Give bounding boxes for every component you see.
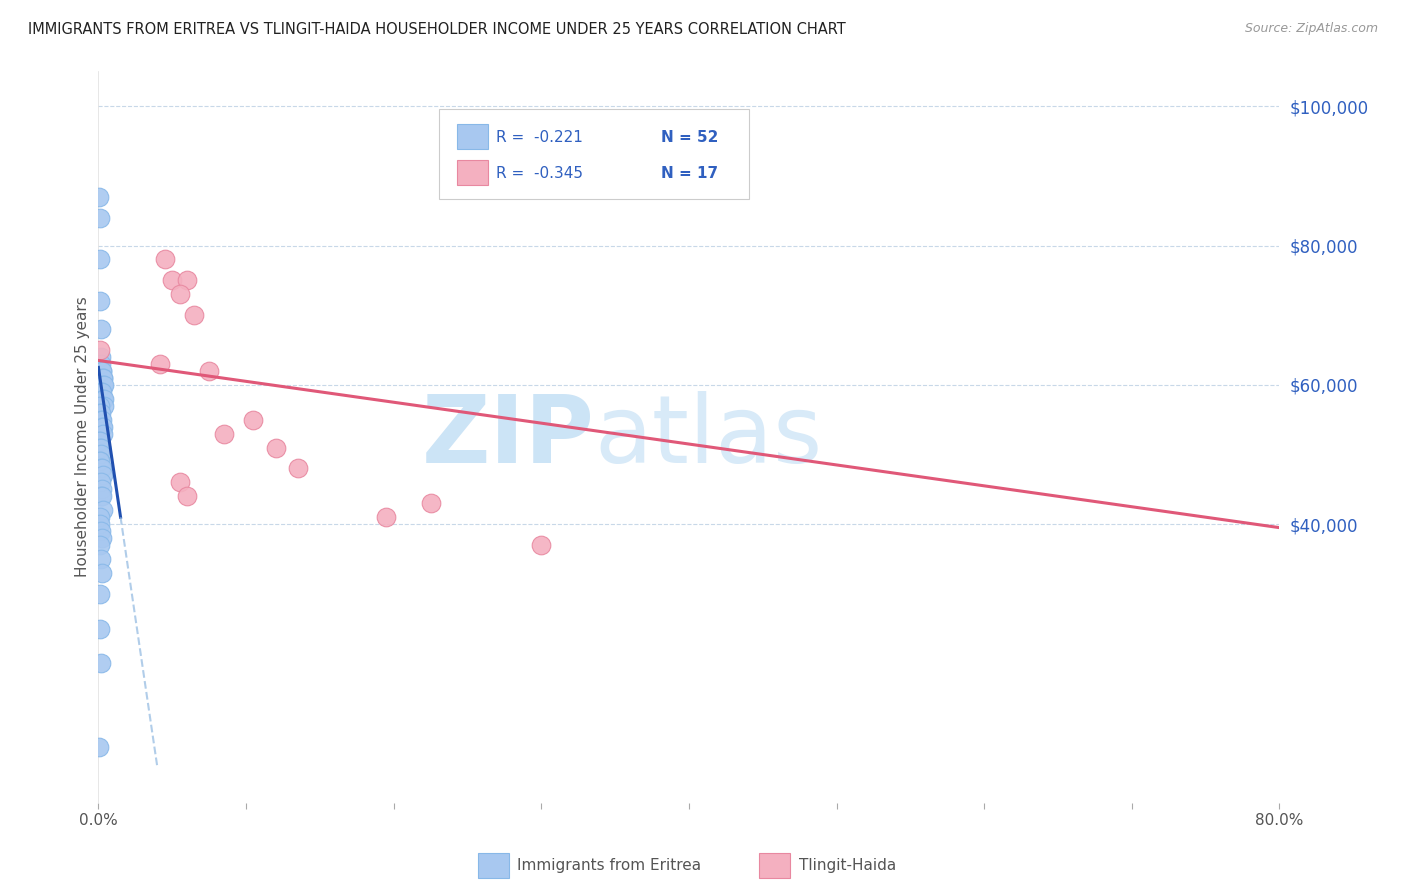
Point [198,364,221,378]
Point [89,622,111,636]
Point [530,538,553,552]
Point [264,441,287,455]
Point [89,252,111,267]
Point [90,322,112,336]
Point [90,483,112,497]
Text: N = 52: N = 52 [661,130,718,145]
Point [91,426,114,441]
Text: atlas: atlas [595,391,823,483]
Point [90,657,112,671]
Point [90,475,112,490]
Point [91,489,114,503]
Y-axis label: Householder Income Under 25 years: Householder Income Under 25 years [75,297,90,577]
Point [89,587,111,601]
Point [90,350,112,364]
Point [176,489,198,503]
Point [90,384,112,399]
Point [89,740,111,755]
Point [212,426,235,441]
Point [149,357,172,371]
Point [89,434,111,448]
Point [90,441,112,455]
Point [162,273,183,287]
Point [176,273,198,287]
Text: R =  -0.345: R = -0.345 [496,166,583,181]
Point [375,510,398,524]
Point [91,392,114,406]
Text: ZIP: ZIP [422,391,595,483]
Point [90,412,112,426]
Point [287,461,309,475]
Point [90,566,112,580]
Point [89,517,111,532]
Point [90,406,112,420]
Point [90,384,112,399]
Point [89,406,111,420]
Point [419,496,441,510]
Text: N = 17: N = 17 [661,166,718,181]
Point [169,287,191,301]
Point [90,552,112,566]
Point [242,412,264,426]
Text: IMMIGRANTS FROM ERITREA VS TLINGIT-HAIDA HOUSEHOLDER INCOME UNDER 25 YEARS CORRE: IMMIGRANTS FROM ERITREA VS TLINGIT-HAIDA… [28,22,846,37]
Point [89,294,111,309]
Point [90,364,112,378]
Point [91,468,114,483]
Point [89,454,111,468]
Point [93,392,115,406]
Point [91,419,114,434]
Point [153,252,176,267]
Point [91,371,114,385]
Point [89,454,111,468]
Point [90,461,112,475]
Point [91,531,114,545]
Point [90,461,112,475]
Point [91,377,114,392]
Point [183,308,205,322]
Point [91,419,114,434]
Point [89,434,111,448]
Point [90,412,112,426]
Point [91,364,114,378]
Point [89,399,111,413]
Point [93,377,115,392]
Point [89,441,111,455]
Text: R =  -0.221: R = -0.221 [496,130,583,145]
Text: Source: ZipAtlas.com: Source: ZipAtlas.com [1244,22,1378,36]
Point [169,475,191,490]
Text: Immigrants from Eritrea: Immigrants from Eritrea [517,858,702,872]
Point [89,211,111,225]
Point [90,357,112,371]
Text: Tlingit-Haida: Tlingit-Haida [799,858,896,872]
Point [91,371,114,385]
Point [89,510,111,524]
Point [89,538,111,552]
Point [89,343,111,357]
Point [90,448,112,462]
Point [93,399,115,413]
Point [91,503,114,517]
Point [90,524,112,538]
Point [90,489,112,503]
Point [89,190,111,204]
